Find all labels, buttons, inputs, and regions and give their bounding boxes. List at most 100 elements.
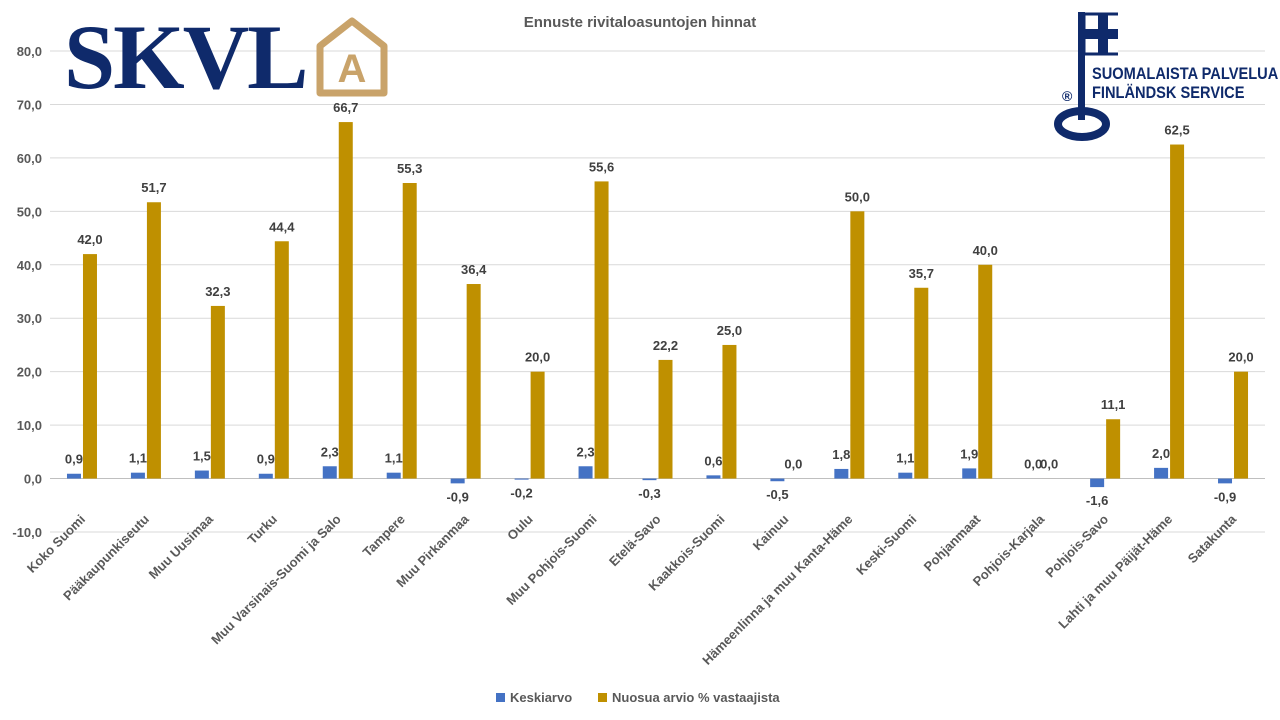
data-label: 40,0: [973, 243, 998, 258]
data-label: 1,9: [960, 446, 978, 461]
bar-keskiarvo: [834, 468, 849, 479]
x-tick-label: Pohjois-Savo: [1042, 511, 1111, 580]
key-flag-icon: [1054, 12, 1118, 141]
chart-title: Ennuste rivitaloasuntojen hinnat: [524, 14, 757, 31]
bar-nuosua: [146, 202, 161, 479]
bar-nuosua: [82, 254, 97, 479]
house-a-icon: A: [316, 17, 388, 97]
data-label: 2,3: [321, 444, 339, 459]
data-label: 0,6: [704, 453, 722, 468]
bar-keskiarvo: [386, 472, 401, 479]
data-label: 0,9: [65, 452, 83, 467]
data-label: -0,9: [1214, 489, 1236, 504]
bar-nuosua: [274, 241, 289, 479]
data-label: 1,1: [385, 451, 403, 466]
bar-nuosua: [850, 211, 865, 479]
bar-keskiarvo: [66, 473, 81, 479]
x-tick-label: Turku: [244, 511, 280, 547]
y-tick-label: -10,0: [12, 525, 42, 540]
data-label: -0,2: [510, 486, 532, 501]
data-label: 2,3: [577, 444, 595, 459]
bar-keskiarvo: [578, 466, 593, 479]
data-label: 0,0: [1040, 457, 1058, 472]
y-tick-label: 0,0: [24, 472, 42, 487]
data-label: -1,6: [1086, 493, 1108, 508]
y-tick-label: 20,0: [17, 365, 42, 380]
data-label: 1,5: [193, 449, 211, 464]
data-label: 50,0: [845, 189, 870, 204]
bar-keskiarvo: [642, 478, 657, 481]
y-tick-label: 30,0: [17, 311, 42, 326]
data-label: 62,5: [1164, 123, 1189, 138]
bar-keskiarvo: [130, 472, 145, 479]
house-letter: A: [338, 47, 367, 91]
bar-keskiarvo: [1218, 478, 1233, 484]
finnish-service-logo: SUOMALAISTA PALVELUA FINLÄNDSK SERVICE ®: [1048, 10, 1278, 142]
data-labels: 0,9 42,0 1,1 51,7 1,5 32,3 0,9 44,4 2,3 66,7 1,1 55…: [65, 100, 1254, 508]
bar-nuosua: [402, 183, 417, 479]
bar-nuosua: [1106, 419, 1121, 479]
x-tick-label: Tampere: [360, 512, 408, 560]
x-tick-label: Oulu: [504, 511, 536, 543]
bar-nuosua: [1234, 371, 1249, 479]
y-tick-label: 10,0: [17, 418, 42, 433]
data-label: 51,7: [141, 180, 166, 195]
bar-keskiarvo: [450, 478, 465, 484]
data-label: 0,0: [1024, 457, 1042, 472]
grid: [50, 50, 1265, 533]
bar-nuosua: [978, 264, 993, 479]
data-label: -0,9: [446, 489, 468, 504]
data-label: 1,8: [832, 447, 850, 462]
data-label: 20,0: [1228, 350, 1253, 365]
legend-swatch-nuosua: [598, 693, 607, 702]
data-label: 66,7: [333, 100, 358, 115]
x-tick-label: Muu Uusimaa: [146, 511, 217, 582]
y-tick-label: 60,0: [17, 151, 42, 166]
bar-nuosua: [658, 359, 673, 479]
data-label: 1,1: [896, 451, 914, 466]
data-label: 55,6: [589, 159, 614, 174]
data-label: 20,0: [525, 350, 550, 365]
x-tick-label: Pohjanmaat: [921, 511, 984, 574]
x-tick-label: Keski-Suomi: [853, 512, 919, 578]
skvl-logo-text: SKVL: [64, 6, 309, 108]
bar-nuosua: [338, 122, 353, 479]
data-label: 35,7: [909, 266, 934, 281]
data-label: 11,1: [1101, 397, 1126, 412]
registered-mark: ®: [1062, 88, 1073, 104]
data-label: 44,4: [269, 219, 295, 234]
bar-keskiarvo: [1154, 467, 1169, 479]
bar-nuosua: [210, 305, 225, 479]
x-tick-label: Koko Suomi: [24, 512, 88, 576]
bar-nuosua: [594, 181, 609, 479]
data-label: 22,2: [653, 338, 678, 353]
x-tick-label: Lahti ja muu Päijät-Häme: [1055, 512, 1175, 632]
x-tick-label: Etelä-Savo: [606, 511, 664, 569]
data-label: 42,0: [77, 232, 102, 247]
legend: Keskiarvo Nuosua arvio % vastaajista: [496, 690, 780, 705]
legend-label-keskiarvo: Keskiarvo: [510, 690, 572, 705]
bar-keskiarvo: [258, 473, 273, 479]
y-tick-label: 80,0: [17, 44, 42, 59]
bar-keskiarvo: [770, 478, 785, 482]
bar-nuosua: [530, 371, 545, 479]
bar-nuosua: [722, 344, 737, 479]
bar-keskiarvo: [194, 470, 209, 479]
bar-keskiarvo: [514, 478, 529, 480]
legend-swatch-keskiarvo: [496, 693, 505, 702]
y-tick-label: 70,0: [17, 97, 42, 112]
y-tick-label: 40,0: [17, 258, 42, 273]
data-label: 32,3: [205, 284, 230, 299]
x-tick-label: Satakunta: [1185, 511, 1240, 566]
data-label: 2,0: [1152, 446, 1170, 461]
legend-label-nuosua: Nuosua arvio % vastaajista: [612, 690, 780, 705]
bars: [66, 122, 1249, 488]
bar-nuosua: [466, 284, 481, 479]
data-label: 55,3: [397, 161, 422, 176]
y-tick-label: 50,0: [17, 204, 42, 219]
data-label: 1,1: [129, 451, 147, 466]
skvl-logo: SKVL A: [64, 6, 394, 108]
bar-keskiarvo: [1090, 478, 1105, 488]
data-label: 0,9: [257, 452, 275, 467]
bar-keskiarvo: [898, 472, 913, 479]
